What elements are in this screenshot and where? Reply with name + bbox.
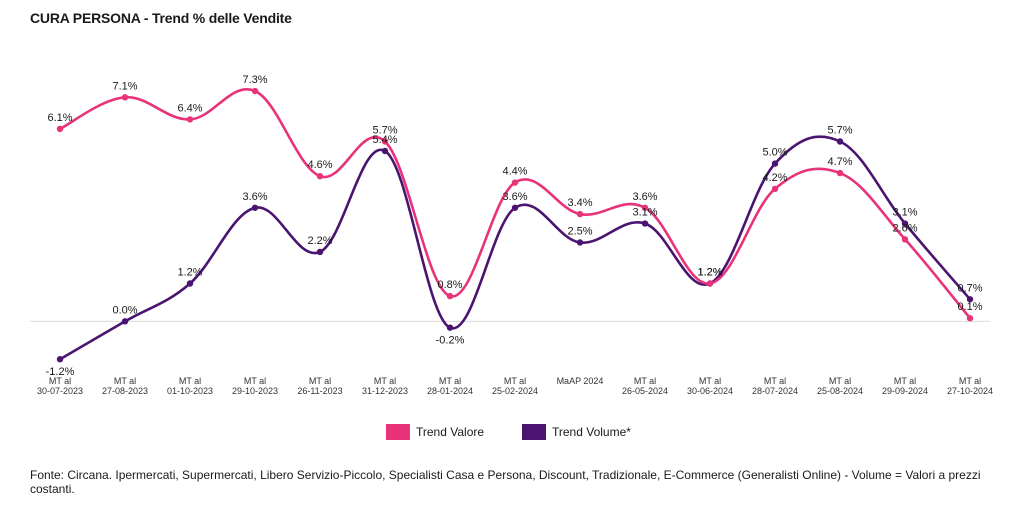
data-label-valore: 0.1% xyxy=(957,301,982,313)
data-label-volume: -1.2% xyxy=(46,366,75,378)
data-point-volume xyxy=(511,204,519,211)
data-label-valore: 7.3% xyxy=(242,74,267,86)
data-point-valore xyxy=(901,236,909,243)
data-point-valore xyxy=(316,173,324,180)
legend-swatch-valore xyxy=(386,424,410,440)
data-label-volume: 2.5% xyxy=(567,225,592,237)
data-point-valore xyxy=(446,292,454,300)
data-point-volume xyxy=(836,138,844,145)
data-label-valore: 0.8% xyxy=(437,279,462,291)
data-label-volume: 1.2% xyxy=(177,266,202,278)
data-point-valore xyxy=(641,204,649,211)
data-point-volume xyxy=(121,318,129,325)
data-point-valore xyxy=(966,315,974,322)
x-tick-label: MT al 27-10-2024 xyxy=(947,376,993,396)
x-tick-label: MT al 30-06-2024 xyxy=(687,376,733,396)
x-tick-label: MT al 28-07-2024 xyxy=(752,376,798,396)
x-tick-label: MT al 30-07-2023 xyxy=(37,376,83,396)
data-label-volume: 3.1% xyxy=(892,207,917,219)
data-point-valore xyxy=(576,210,584,218)
data-point-volume xyxy=(771,160,779,167)
data-label-volume: 2.2% xyxy=(307,235,332,247)
data-point-volume xyxy=(966,296,974,303)
data-point-volume xyxy=(901,220,909,227)
data-point-volume xyxy=(251,204,259,211)
data-point-valore xyxy=(251,87,259,95)
data-label-valore: 3.4% xyxy=(567,197,592,209)
legend-item-valore[interactable]: Trend Valore xyxy=(386,424,484,440)
legend-label-valore: Trend Valore xyxy=(416,425,485,439)
data-point-valore xyxy=(56,125,64,133)
chart-legend: Trend Valore Trend Volume* xyxy=(0,424,1019,444)
data-point-valore xyxy=(771,185,779,193)
legend-item-volume[interactable]: Trend Volume* xyxy=(522,424,631,440)
x-tick-label: MT al 28-01-2024 xyxy=(427,376,473,396)
x-tick-label: MT al 31-12-2023 xyxy=(362,376,408,396)
data-point-valore xyxy=(381,138,389,145)
x-tick-label: MaAP 2024 xyxy=(557,376,604,386)
data-label-valore: 4.6% xyxy=(307,159,332,171)
data-label-volume: 1.2% xyxy=(697,266,722,278)
legend-swatch-volume xyxy=(522,424,546,440)
data-label-valore: 7.1% xyxy=(112,80,137,92)
data-point-valore xyxy=(706,280,714,287)
data-point-volume xyxy=(186,280,194,287)
data-label-valore: 2.6% xyxy=(892,222,917,234)
data-label-volume: 3.6% xyxy=(242,191,267,203)
source-note: Fonte: Circana. Ipermercati, Supermercat… xyxy=(30,468,981,496)
series-line-valore xyxy=(58,87,972,320)
data-label-valore: 6.1% xyxy=(47,112,72,124)
data-label-volume: 0.7% xyxy=(957,282,982,294)
data-label-valore: 5.7% xyxy=(372,125,397,137)
x-tick-label: MT al 01-10-2023 xyxy=(167,376,213,396)
data-point-volume xyxy=(641,220,649,227)
data-point-volume xyxy=(446,324,454,331)
data-label-volume: -0.2% xyxy=(436,335,465,347)
data-label-valore: 1.2% xyxy=(697,266,722,278)
data-point-valore xyxy=(511,179,519,186)
line-chart: 6.1% 7.1% 6.4% 7.3% 4.6% 5.7% 0.8% 4.4% 3.4% 3.6%… xyxy=(30,74,993,396)
data-point-volume xyxy=(381,147,389,155)
data-label-volume: 5.7% xyxy=(827,125,852,137)
data-label-valore: 4.2% xyxy=(762,172,787,184)
data-label-valore: 6.4% xyxy=(177,102,202,114)
x-tick-label: MT al 29-09-2024 xyxy=(882,376,928,396)
x-tick-label: MT al 27-08-2023 xyxy=(102,376,148,396)
data-label-volume: 0.0% xyxy=(112,304,137,316)
legend-label-volume: Trend Volume* xyxy=(552,425,631,439)
data-label-valore: 4.4% xyxy=(502,166,527,178)
data-point-volume xyxy=(316,248,324,256)
data-point-valore xyxy=(836,169,844,177)
data-label-volume: 5.4% xyxy=(372,134,397,146)
x-tick-label: MT al 26-05-2024 xyxy=(622,376,668,396)
x-tick-label: MT al 26-11-2023 xyxy=(297,376,342,396)
data-label-valore: 4.7% xyxy=(827,156,852,168)
data-label-valore: 3.6% xyxy=(632,191,657,203)
data-label-volume: 3.6% xyxy=(502,191,527,203)
data-point-valore xyxy=(121,94,129,101)
x-tick-label: MT al 25-08-2024 xyxy=(817,376,863,396)
data-point-volume xyxy=(576,239,584,246)
data-label-volume: 3.1% xyxy=(632,207,657,219)
series-line-volume xyxy=(58,135,972,361)
chart-title: CURA PERSONA - Trend % delle Vendite xyxy=(30,10,292,26)
data-label-volume: 5.0% xyxy=(762,147,787,159)
x-tick-label: MT al 25-02-2024 xyxy=(492,376,538,396)
data-point-volume xyxy=(56,356,64,363)
data-point-valore xyxy=(186,116,194,123)
x-tick-label: MT al 29-10-2023 xyxy=(232,376,278,396)
